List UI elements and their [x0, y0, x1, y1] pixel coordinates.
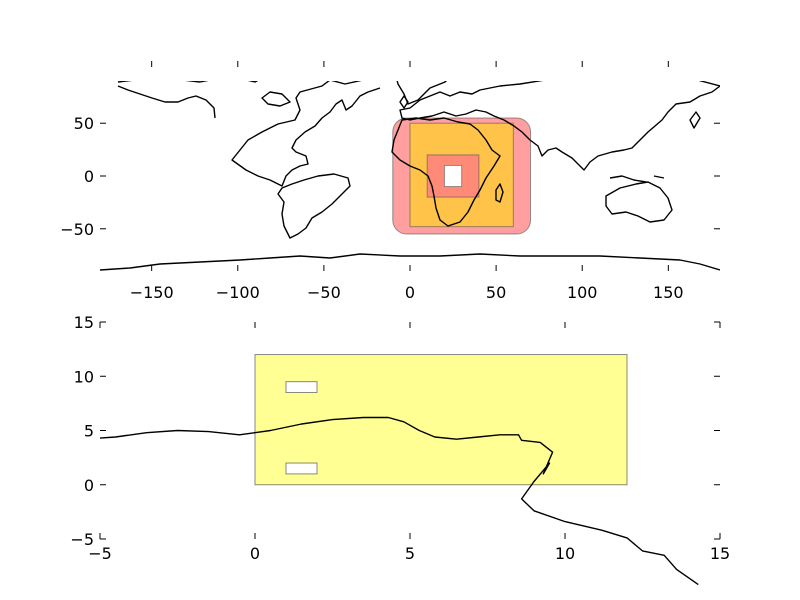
poly-ytick-label: 10 [74, 367, 94, 386]
map-shape-4 [443, 164, 463, 188]
poly-xtick-label: 10 [555, 544, 575, 563]
map-ytick-label: 0 [84, 167, 94, 186]
polygon-hole [285, 462, 318, 475]
coast-north-america [117, 81, 381, 187]
coast-japan [689, 111, 701, 129]
poly-xtick-label: 15 [710, 544, 730, 563]
poly-ytick-label: 5 [84, 422, 94, 441]
poly-xtick-label: 5 [405, 544, 415, 563]
map-shape-layer [392, 117, 532, 235]
coastlines [100, 81, 720, 271]
polygon-hole [285, 381, 318, 394]
coast-africa [391, 117, 501, 227]
coast-madagascar [495, 183, 504, 203]
poly-xtick-label: −5 [88, 544, 112, 563]
polygon-panel: −5 0 5 10 15 −5 0 5 10 15 [70, 313, 730, 586]
coast-britain [399, 95, 409, 109]
polygon-coastline [99, 416, 699, 586]
coast-eurasia [399, 81, 720, 171]
poly-xtick-label: 0 [250, 544, 260, 563]
poly-ytick-label: −5 [70, 530, 94, 549]
map-xtick-label: 50 [486, 283, 506, 302]
map-ytick-label: 50 [74, 114, 94, 133]
poly-ytick-label: 15 [74, 313, 94, 332]
map-ytick-label: −50 [60, 220, 94, 239]
map-axes: −150 −100 −50 0 50 100 150 −50 0 50 [60, 61, 720, 302]
map-xtick-label: 150 [653, 283, 684, 302]
map-xtick-label: 0 [405, 283, 415, 302]
world-map-panel: −150 −100 −50 0 50 100 150 −50 0 50 [60, 61, 720, 302]
map-xtick-label: 100 [567, 283, 598, 302]
coast-indonesia [609, 175, 665, 183]
coast-australia [605, 181, 673, 223]
map-xtick-label: −150 [130, 283, 174, 302]
map-xtick-label: −100 [216, 283, 260, 302]
polygon-coastline-layer [99, 416, 699, 586]
poly-ytick-label: 0 [84, 476, 94, 495]
polygon-shape-layer [254, 354, 628, 486]
polygon-axes: −5 0 5 10 15 −5 0 5 10 15 [70, 313, 730, 563]
coast-greenland [396, 81, 447, 105]
coast-south-america [277, 173, 351, 239]
map-xtick-label: −50 [307, 283, 341, 302]
coast-antarctica [100, 253, 720, 271]
